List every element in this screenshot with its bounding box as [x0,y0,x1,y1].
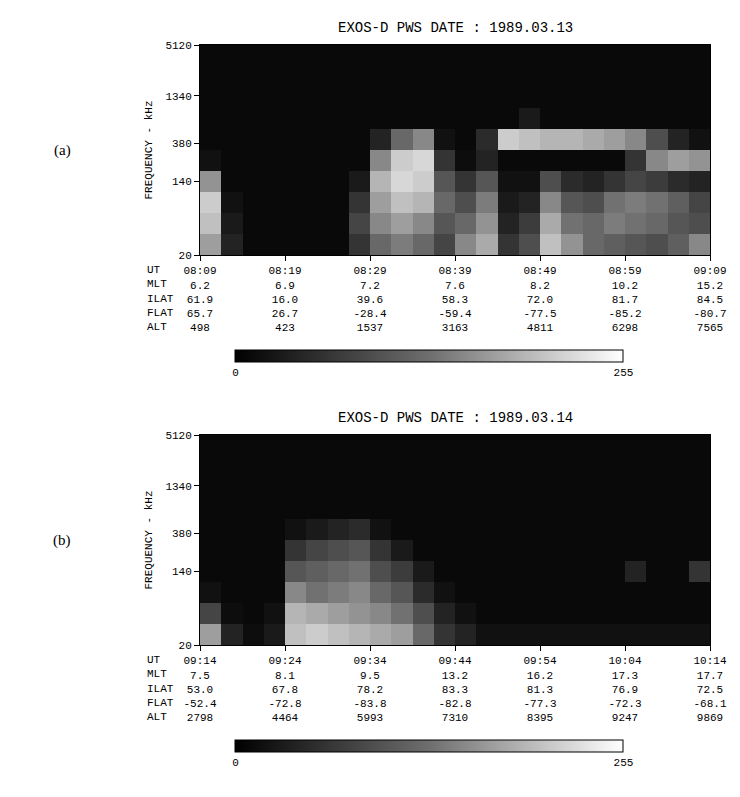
svg-text:09:248.167.8-72.84464: 09:248.167.8-72.84464 [268,655,301,724]
svg-text:09:349.578.2-83.85993: 09:349.578.2-83.85993 [353,655,386,724]
svg-text:380: 380 [172,528,192,540]
svg-text:255: 255 [614,757,634,769]
svg-text:(a): (a) [54,142,71,159]
svg-text:08:397.658.3-59.43163: 08:397.658.3-59.43163 [438,265,471,334]
svg-text:140: 140 [172,566,192,578]
svg-text:UTMLTILATFLATALT: UTMLTILATFLATALT [147,654,174,723]
svg-text:20: 20 [179,640,192,652]
svg-text:09:147.553.0-52.42798: 09:147.553.0-52.42798 [183,655,216,724]
svg-text:EXOS-D PWS DATE : 1989.03.14: EXOS-D PWS DATE : 1989.03.14 [338,410,573,426]
svg-text:FREQUENCY - kHz: FREQUENCY - kHz [143,100,155,199]
svg-text:10:0417.376.9-72.39247: 10:0417.376.9-72.39247 [608,655,641,724]
svg-text:0: 0 [232,757,239,769]
svg-text:EXOS-D PWS DATE : 1989.03.13: EXOS-D PWS DATE : 1989.03.13 [338,20,573,36]
svg-text:09:4413.283.3-82.87310: 09:4413.283.3-82.87310 [438,655,471,724]
svg-text:08:196.916.026.7423: 08:196.916.026.7423 [268,265,301,334]
svg-text:0: 0 [232,367,239,379]
svg-text:20: 20 [179,250,192,262]
svg-text:FREQUENCY - kHz: FREQUENCY - kHz [143,490,155,589]
svg-text:08:498.272.0-77.54811: 08:498.272.0-77.54811 [523,265,556,334]
svg-text:1340: 1340 [165,481,191,493]
svg-text:08:297.239.6-28.41537: 08:297.239.6-28.41537 [353,265,386,334]
svg-text:5120: 5120 [165,40,191,52]
svg-text:380: 380 [172,138,192,150]
svg-text:10:1417.772.5-68.19869: 10:1417.772.5-68.19869 [693,655,726,724]
svg-text:1340: 1340 [165,91,191,103]
svg-text:09:5416.281.3-77.38395: 09:5416.281.3-77.38395 [523,655,556,724]
svg-text:5120: 5120 [165,430,191,442]
svg-text:255: 255 [614,367,634,379]
svg-text:08:096.261.965.7498: 08:096.261.965.7498 [183,265,216,334]
svg-text:140: 140 [172,176,192,188]
svg-text:(b): (b) [53,532,71,549]
svg-text:09:0915.284.5-80.77565: 09:0915.284.5-80.77565 [693,265,726,334]
svg-text:UTMLTILATFLATALT: UTMLTILATFLATALT [147,264,174,333]
svg-text:08:5910.281.7-85.26298: 08:5910.281.7-85.26298 [608,265,641,334]
